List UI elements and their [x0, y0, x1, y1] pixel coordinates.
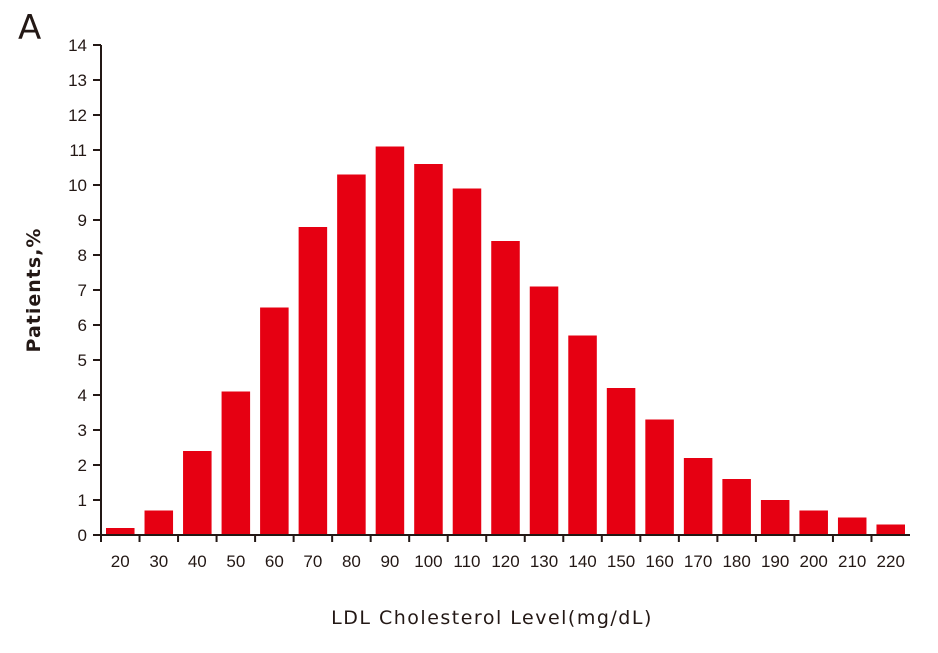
bar-120 — [491, 241, 520, 535]
x-tick-label: 210 — [838, 552, 866, 571]
x-tick-label: 40 — [188, 552, 207, 571]
y-tick-label: 13 — [68, 71, 87, 90]
bar-20 — [106, 528, 135, 535]
bar-50 — [221, 391, 251, 535]
x-tick-label: 190 — [761, 552, 789, 571]
bar-180 — [722, 479, 751, 535]
x-tick-label: 140 — [568, 552, 596, 571]
x-tick-label: 180 — [722, 552, 750, 571]
bar-170 — [683, 458, 713, 535]
bar-100 — [414, 164, 443, 535]
x-tick-label: 80 — [342, 552, 361, 571]
x-tick-label: 160 — [645, 552, 673, 571]
y-tick-label: 0 — [78, 526, 87, 545]
bar-140 — [568, 335, 597, 535]
x-tick-label: 120 — [491, 552, 519, 571]
y-tick-label: 3 — [78, 421, 87, 440]
x-tick-label: 50 — [226, 552, 245, 571]
x-tick-label: 60 — [265, 552, 284, 571]
bar-90 — [375, 146, 405, 535]
x-tick-label: 70 — [303, 552, 322, 571]
bar-60 — [260, 307, 289, 535]
x-tick-label: 30 — [149, 552, 168, 571]
bar-80 — [337, 174, 366, 535]
bar-220 — [876, 524, 905, 535]
y-tick-label: 9 — [78, 211, 87, 230]
y-axis-label: Patients,% — [23, 228, 45, 353]
y-tick-label: 10 — [68, 176, 87, 195]
bar-150 — [606, 388, 636, 535]
y-tick-label: 1 — [78, 491, 87, 510]
bar-30 — [144, 510, 174, 535]
x-axis-label: LDL Cholesterol Level(mg/dL) — [331, 607, 653, 629]
y-tick-label: 8 — [78, 246, 87, 265]
y-tick-label: 11 — [69, 141, 87, 160]
y-tick-label: 5 — [78, 351, 87, 370]
bar-70 — [298, 227, 328, 535]
y-tick-label: 7 — [78, 281, 87, 300]
y-tick-label: 2 — [78, 456, 87, 475]
x-tick-label: 150 — [607, 552, 635, 571]
y-tick-label: 12 — [68, 106, 87, 125]
x-tick-label: 130 — [530, 552, 558, 571]
bar-40 — [183, 451, 212, 535]
x-tick-label: 200 — [800, 552, 828, 571]
bar-110 — [452, 188, 482, 535]
bar-130 — [529, 286, 559, 535]
bar-200 — [799, 510, 828, 535]
y-tick-label: 4 — [78, 386, 87, 405]
x-tick-label: 20 — [111, 552, 130, 571]
panel-label: A — [18, 8, 42, 48]
x-tick-label: 220 — [877, 552, 905, 571]
bar-160 — [645, 419, 674, 535]
y-tick-label: 6 — [78, 316, 87, 335]
x-tick-label: 170 — [684, 552, 712, 571]
bar-190 — [760, 500, 790, 535]
x-tick-label: 100 — [414, 552, 442, 571]
x-tick-label: 110 — [453, 552, 480, 571]
x-tick-label: 90 — [380, 552, 399, 571]
y-tick-label: 14 — [68, 36, 87, 55]
bar-210 — [837, 517, 867, 535]
